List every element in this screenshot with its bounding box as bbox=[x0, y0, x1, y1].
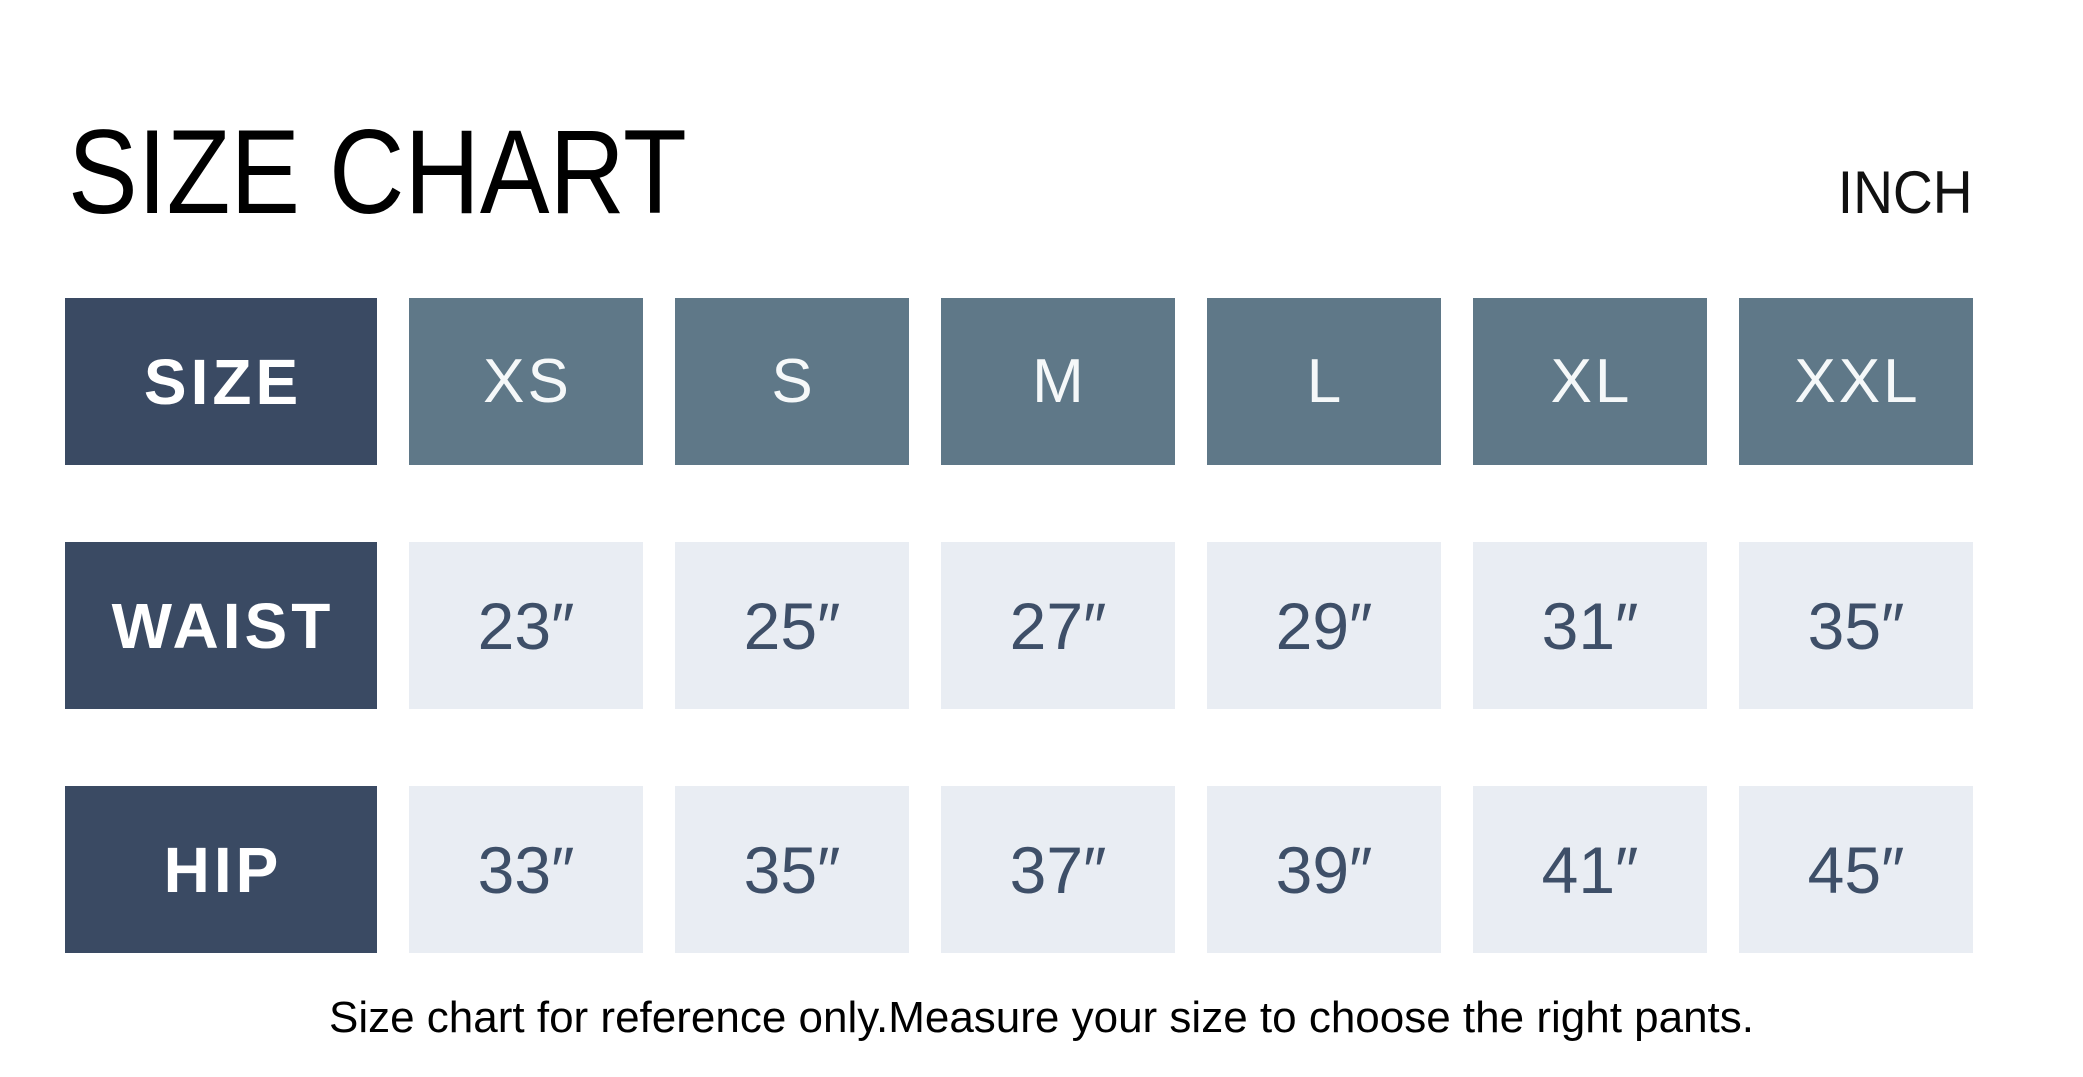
size-cell-l: L bbox=[1207, 298, 1441, 465]
page-title: SIZE CHART bbox=[68, 105, 687, 239]
hip-value-xl: 41″ bbox=[1473, 786, 1707, 953]
hip-value-m: 37″ bbox=[941, 786, 1175, 953]
size-cell-m: M bbox=[941, 298, 1175, 465]
hip-value-s: 35″ bbox=[675, 786, 909, 953]
unit-label: INCH bbox=[1838, 159, 1973, 226]
size-cell-xs: XS bbox=[409, 298, 643, 465]
waist-value-s: 25″ bbox=[675, 542, 909, 709]
size-cell-s: S bbox=[675, 298, 909, 465]
row-header-hip: HIP bbox=[65, 786, 377, 953]
hip-value-xs: 33″ bbox=[409, 786, 643, 953]
waist-value-xl: 31″ bbox=[1473, 542, 1707, 709]
waist-value-m: 27″ bbox=[941, 542, 1175, 709]
size-cell-xl: XL bbox=[1473, 298, 1707, 465]
size-table: SIZE XS S M L XL XXL WAIST 23″ 25″ 27″ 2… bbox=[65, 298, 1973, 953]
waist-value-xs: 23″ bbox=[409, 542, 643, 709]
hip-value-l: 39″ bbox=[1207, 786, 1441, 953]
footnote: Size chart for reference only.Measure yo… bbox=[328, 993, 1754, 1042]
hip-value-xxl: 45″ bbox=[1739, 786, 1973, 953]
row-header-waist: WAIST bbox=[65, 542, 377, 709]
waist-value-xxl: 35″ bbox=[1739, 542, 1973, 709]
row-header-size: SIZE bbox=[65, 298, 377, 465]
size-cell-xxl: XXL bbox=[1739, 298, 1973, 465]
waist-value-l: 29″ bbox=[1207, 542, 1441, 709]
